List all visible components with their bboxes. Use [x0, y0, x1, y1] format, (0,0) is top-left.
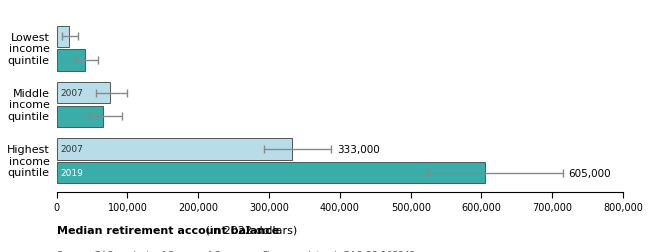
Text: (in 2022 dollars): (in 2022 dollars) [203, 225, 298, 235]
Bar [57, 162, 485, 183]
Text: 2007: 2007 [60, 89, 83, 98]
Text: Median retirement account balance: Median retirement account balance [57, 225, 279, 235]
Bar [57, 26, 70, 48]
Bar [57, 139, 292, 160]
Text: 2019: 2019 [60, 168, 83, 177]
Text: 2007: 2007 [60, 145, 83, 154]
Text: Source: GAO analysis of Survey of Consumer Finances data.  |  GAO-23-105342: Source: GAO analysis of Survey of Consum… [57, 250, 415, 252]
Bar [57, 50, 85, 71]
Bar [57, 106, 103, 128]
Text: 605,000: 605,000 [569, 168, 611, 178]
Text: 333,000: 333,000 [337, 144, 380, 154]
Bar [57, 83, 110, 104]
